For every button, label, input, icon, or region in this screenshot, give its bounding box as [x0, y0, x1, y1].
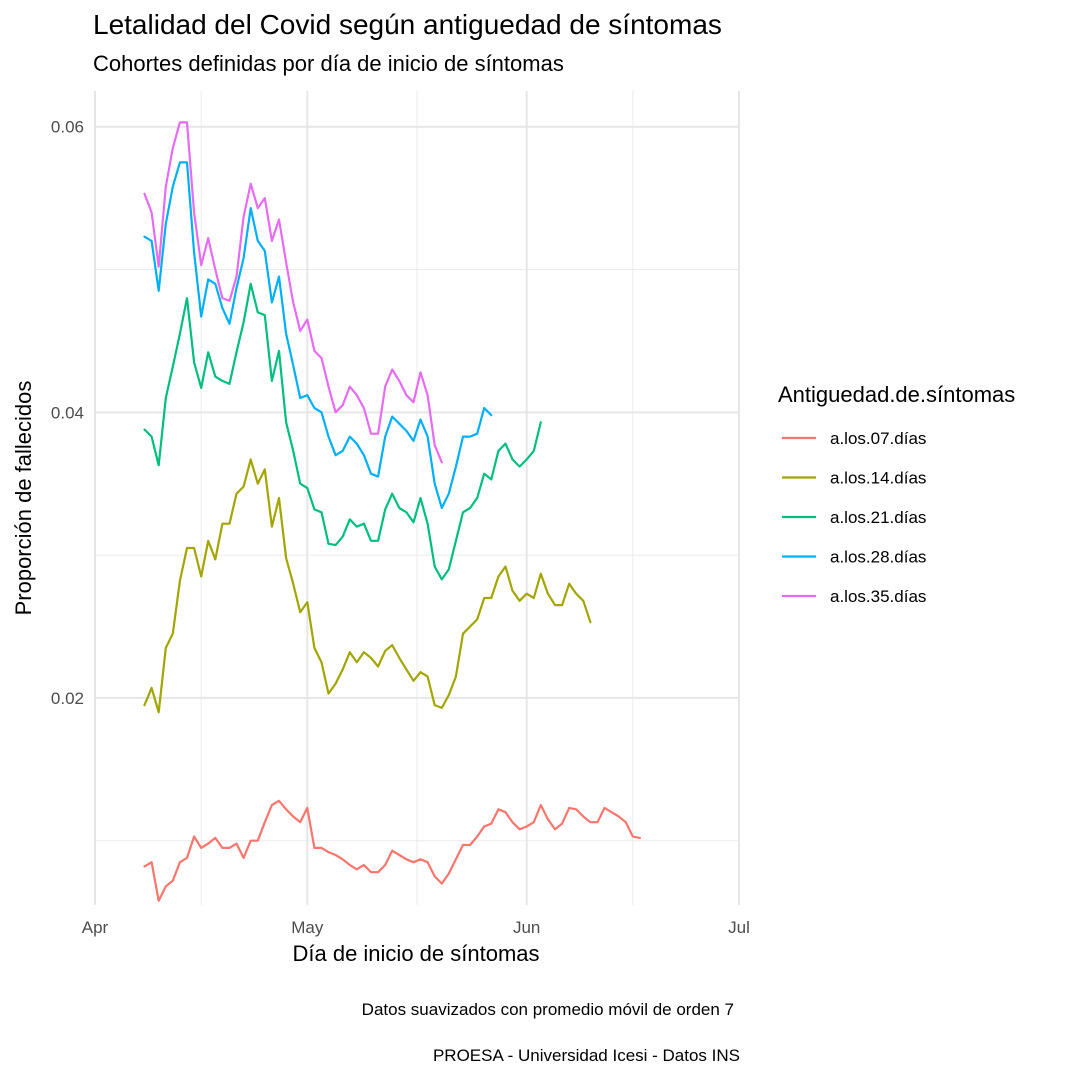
- legend-item: a.los.28.días: [782, 548, 926, 567]
- x-tick-label: Jun: [513, 918, 540, 937]
- y-axis-title: Proporción de fallecidos: [11, 381, 36, 616]
- legend-item: a.los.07.días: [782, 429, 926, 448]
- series-line-a.los.14.días: [143, 458, 592, 714]
- legend-label: a.los.35.días: [830, 587, 926, 606]
- chart-title: Letalidad del Covid según antiguedad de …: [93, 9, 722, 40]
- legend-item: a.los.35.días: [782, 587, 926, 606]
- series-lines: [143, 121, 642, 902]
- y-tick-label: 0.06: [51, 118, 84, 137]
- grid-lines: [94, 91, 740, 905]
- legend-label: a.los.07.días: [830, 429, 926, 448]
- x-tick-label: Apr: [82, 918, 109, 937]
- caption-smoothing: Datos suavizados con promedio móvil de o…: [362, 1000, 734, 1019]
- axis-ticks: 0.02 0.04 0.06 Apr May Jun Jul: [51, 118, 750, 937]
- chart-subtitle: Cohortes definidas por día de inicio de …: [93, 51, 564, 76]
- legend-item: a.los.14.días: [782, 469, 926, 488]
- legend: Antiguedad.de.síntomas a.los.07.díasa.lo…: [778, 382, 1015, 606]
- y-tick-label: 0.04: [51, 403, 84, 422]
- legend-label: a.los.14.días: [830, 469, 926, 488]
- series-line-a.los.21.días: [143, 282, 542, 581]
- legend-label: a.los.21.días: [830, 508, 926, 527]
- y-tick-label: 0.02: [51, 689, 84, 708]
- legend-label: a.los.28.días: [830, 548, 926, 567]
- x-tick-label: May: [291, 918, 324, 937]
- x-tick-label: Jul: [728, 918, 750, 937]
- caption-source: PROESA - Universidad Icesi - Datos INS: [433, 1046, 740, 1065]
- series-line-a.los.28.días: [143, 161, 493, 510]
- x-axis-title: Día de inicio de síntomas: [292, 941, 539, 966]
- legend-items: a.los.07.días a.los.14.días a.los.21.días a…: [782, 429, 926, 606]
- legend-title: Antiguedad.de.síntomas: [778, 382, 1015, 407]
- legend-item: a.los.21.días: [782, 508, 926, 527]
- series-line-a.los.35.días: [143, 121, 443, 464]
- series-line-a.los.07.días: [143, 799, 642, 902]
